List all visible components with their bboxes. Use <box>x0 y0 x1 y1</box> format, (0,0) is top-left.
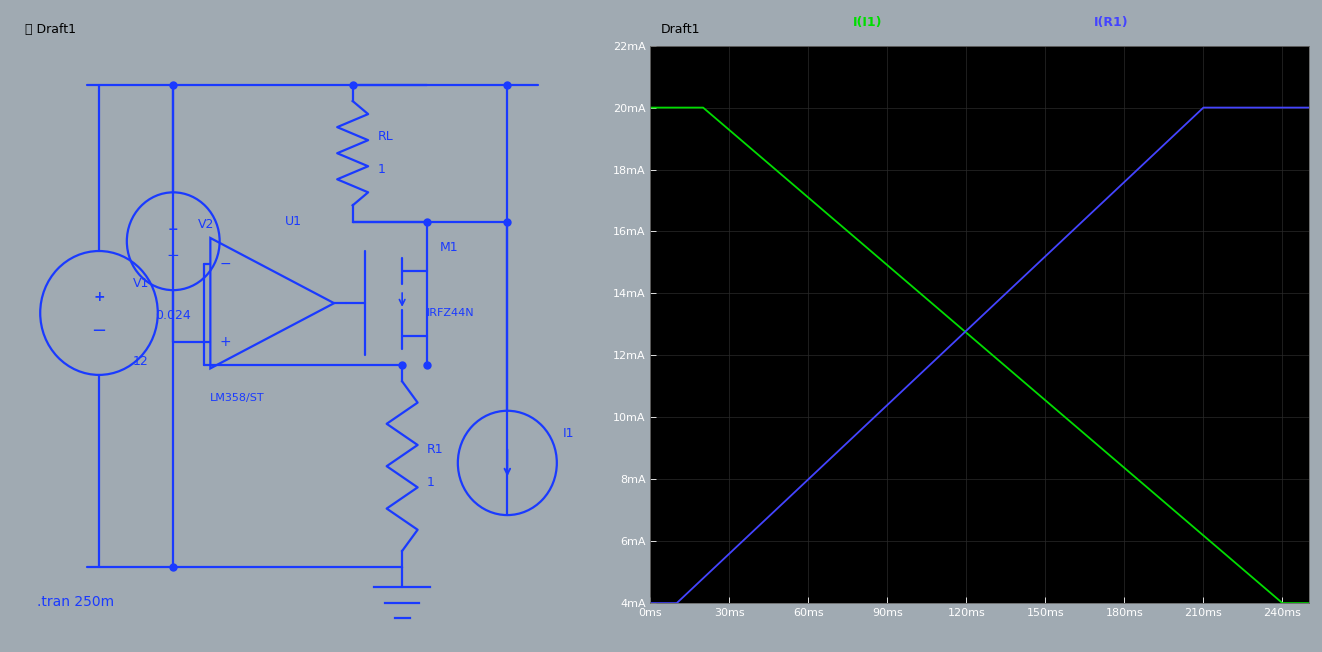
Text: −: − <box>219 257 231 271</box>
Text: RL: RL <box>377 130 393 143</box>
Text: 1: 1 <box>427 476 435 489</box>
Text: V2: V2 <box>198 218 214 231</box>
Text: 0.024: 0.024 <box>155 310 190 323</box>
Text: I(R1): I(R1) <box>1095 16 1129 29</box>
Text: U1: U1 <box>284 215 301 228</box>
Text: ⏵ Draft1: ⏵ Draft1 <box>25 23 75 36</box>
Text: Draft1: Draft1 <box>661 23 701 36</box>
Text: −: − <box>91 322 107 340</box>
Text: I1: I1 <box>563 427 575 440</box>
Text: 1: 1 <box>377 163 385 176</box>
Text: LM358/ST: LM358/ST <box>210 393 264 403</box>
Text: V1: V1 <box>134 277 149 290</box>
Text: I(I1): I(I1) <box>853 16 882 29</box>
Text: −: − <box>167 248 180 263</box>
Text: +: + <box>219 335 231 349</box>
Text: +: + <box>93 289 104 304</box>
Text: 12: 12 <box>134 355 149 368</box>
Text: M1: M1 <box>439 241 457 254</box>
Text: .tran 250m: .tran 250m <box>37 595 114 610</box>
Text: IRFZ44N: IRFZ44N <box>427 308 475 318</box>
Text: +: + <box>168 223 178 236</box>
Text: R1: R1 <box>427 443 443 456</box>
